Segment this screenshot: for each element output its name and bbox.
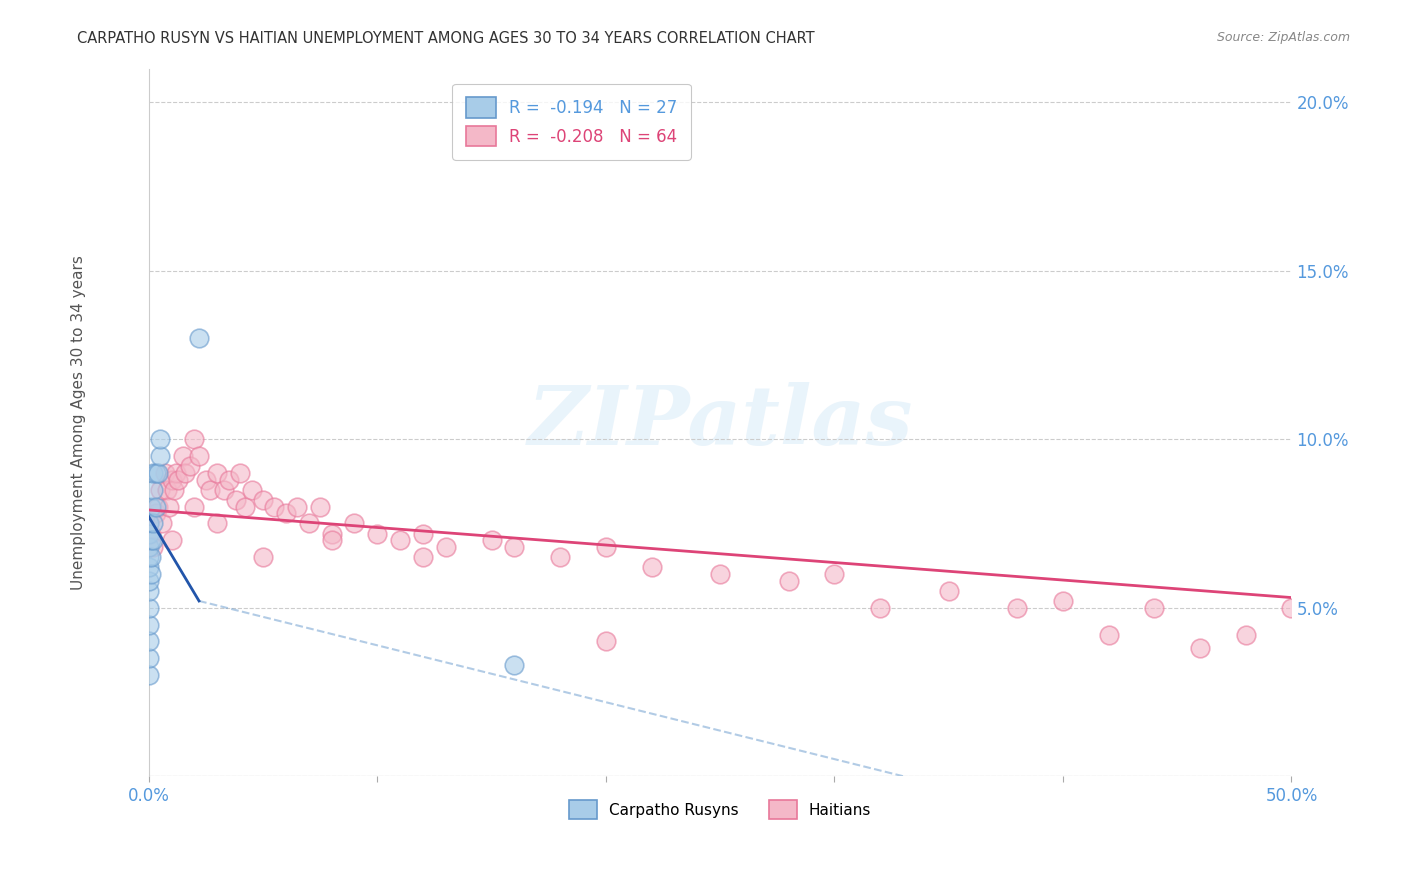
Point xyxy=(142,466,165,480)
Point xyxy=(240,483,263,497)
Point xyxy=(321,526,343,541)
Point xyxy=(145,500,167,514)
Point xyxy=(225,492,247,507)
Point xyxy=(188,449,211,463)
Point xyxy=(1097,627,1119,641)
Point xyxy=(1189,641,1212,656)
Point xyxy=(233,500,256,514)
Point xyxy=(321,533,343,548)
Point xyxy=(709,566,731,581)
Y-axis label: Unemployment Among Ages 30 to 34 years: Unemployment Among Ages 30 to 34 years xyxy=(72,255,86,590)
Point xyxy=(138,574,160,588)
Point xyxy=(412,526,434,541)
Point xyxy=(139,526,162,541)
Point xyxy=(138,617,160,632)
Point xyxy=(142,540,165,554)
Point xyxy=(194,473,217,487)
Point xyxy=(366,526,388,541)
Point xyxy=(503,540,526,554)
Point xyxy=(207,466,229,480)
Point xyxy=(285,500,308,514)
Point xyxy=(1052,594,1074,608)
Point xyxy=(869,600,891,615)
Point xyxy=(229,466,252,480)
Point xyxy=(146,466,169,480)
Point xyxy=(138,668,160,682)
Point xyxy=(938,583,960,598)
Text: CARPATHO RUSYN VS HAITIAN UNEMPLOYMENT AMONG AGES 30 TO 34 YEARS CORRELATION CHA: CARPATHO RUSYN VS HAITIAN UNEMPLOYMENT A… xyxy=(77,31,815,46)
Point xyxy=(503,657,526,672)
Point xyxy=(152,516,174,531)
Point xyxy=(139,500,162,514)
Point xyxy=(481,533,503,548)
Point xyxy=(183,500,205,514)
Point xyxy=(1005,600,1028,615)
Point xyxy=(200,483,222,497)
Point xyxy=(1281,600,1303,615)
Point xyxy=(434,540,457,554)
Point xyxy=(157,500,180,514)
Point xyxy=(139,550,162,565)
Point xyxy=(149,432,172,446)
Point xyxy=(149,449,172,463)
Point xyxy=(142,533,165,548)
Point xyxy=(595,634,617,648)
Point xyxy=(172,449,194,463)
Point xyxy=(595,540,617,554)
Point xyxy=(165,466,187,480)
Point xyxy=(142,516,165,531)
Point xyxy=(778,574,800,588)
Point xyxy=(640,560,662,574)
Point xyxy=(179,459,201,474)
Point xyxy=(138,651,160,665)
Point xyxy=(823,566,845,581)
Point xyxy=(174,466,197,480)
Point xyxy=(138,540,160,554)
Point xyxy=(389,533,412,548)
Point xyxy=(138,526,160,541)
Point xyxy=(139,566,162,581)
Point xyxy=(309,500,332,514)
Point xyxy=(1143,600,1166,615)
Point xyxy=(138,560,160,574)
Point xyxy=(153,466,176,480)
Text: ZIPatlas: ZIPatlas xyxy=(527,383,912,462)
Point xyxy=(138,550,160,565)
Point xyxy=(412,550,434,565)
Point xyxy=(163,483,186,497)
Point xyxy=(146,500,169,514)
Point xyxy=(138,600,160,615)
Point xyxy=(142,483,165,497)
Point xyxy=(207,516,229,531)
Point xyxy=(252,550,274,565)
Point xyxy=(274,506,297,520)
Point xyxy=(212,483,235,497)
Point xyxy=(252,492,274,507)
Point xyxy=(160,473,183,487)
Point xyxy=(548,550,571,565)
Point xyxy=(138,516,160,531)
Point xyxy=(188,331,211,345)
Text: Source: ZipAtlas.com: Source: ZipAtlas.com xyxy=(1216,31,1350,45)
Point xyxy=(149,483,172,497)
Point xyxy=(1234,627,1257,641)
Point xyxy=(263,500,285,514)
Point xyxy=(298,516,321,531)
Point xyxy=(343,516,366,531)
Point xyxy=(160,533,183,548)
Point xyxy=(138,516,160,531)
Point xyxy=(138,634,160,648)
Point xyxy=(156,483,179,497)
Point xyxy=(145,506,167,520)
Point xyxy=(138,583,160,598)
Point xyxy=(139,533,162,548)
Point xyxy=(167,473,190,487)
Point xyxy=(183,432,205,446)
Legend: Carpatho Rusyns, Haitians: Carpatho Rusyns, Haitians xyxy=(562,794,877,825)
Point xyxy=(145,466,167,480)
Point xyxy=(218,473,240,487)
